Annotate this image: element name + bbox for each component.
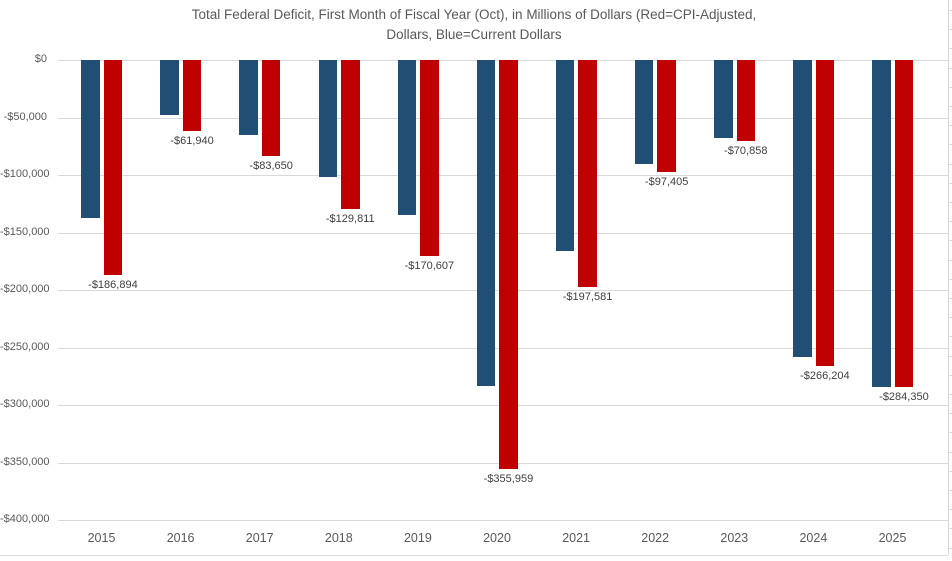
chart-border-bottom (0, 555, 948, 556)
bar-current-dollars-2015[interactable] (81, 60, 100, 218)
bar-current-dollars-2024[interactable] (793, 60, 812, 357)
y-axis-tick-label: -$200,000 (0, 283, 50, 295)
y-axis-tick-label: -$150,000 (0, 225, 50, 238)
spreadsheet-row-gridline (949, 278, 952, 280)
data-label-cpi-adjusted-2017: -$83,650 (249, 160, 293, 173)
y-axis-tick-label: -$50,000 (3, 110, 47, 123)
spreadsheet-row-gridline (949, 528, 952, 530)
bar-cpi-adjusted-2022[interactable] (657, 60, 676, 173)
x-axis-label-2015: 2015 (87, 531, 116, 545)
bar-cpi-adjusted-2025[interactable] (894, 60, 914, 387)
spreadsheet-row-gridline (949, 509, 952, 511)
data-label-cpi-adjusted-2023: -$70,858 (724, 145, 768, 158)
spreadsheet-row-gridline (949, 240, 952, 242)
bar-cpi-adjusted-2019[interactable] (420, 60, 439, 257)
spreadsheet-row-gridline (949, 490, 952, 491)
data-label-cpi-adjusted-2020: -$355,959 (483, 473, 534, 486)
spreadsheet-row-gridline (949, 413, 952, 415)
y-axis-tick-label: -$300,000 (0, 398, 50, 410)
spreadsheet-row-gridline (949, 470, 952, 472)
x-axis-label-2016: 2016 (166, 531, 195, 545)
spreadsheet-row-gridline (949, 336, 952, 338)
bar-current-dollars-2021[interactable] (555, 60, 575, 251)
bar-current-dollars-2018[interactable] (318, 60, 337, 177)
y-axis-tick-label: $0 (34, 53, 47, 65)
spreadsheet-row-gridline (949, 547, 952, 549)
spreadsheet-row-gridline (949, 394, 952, 395)
bar-current-dollars-2019[interactable] (397, 60, 417, 215)
spreadsheet-row-gridline (949, 125, 952, 127)
bar-current-dollars-2020[interactable] (476, 60, 496, 387)
spreadsheet-row-gridline (949, 432, 952, 434)
bar-cpi-adjusted-2015[interactable] (103, 60, 123, 275)
bar-current-dollars-2017[interactable] (239, 60, 258, 136)
x-axis-label-2022: 2022 (641, 531, 670, 545)
y-axis-tick-label: -$250,000 (0, 340, 50, 353)
gridline--$400,000 (58, 520, 948, 521)
spreadsheet-row-gridline (949, 182, 952, 184)
chart-title-line1: Total Federal Deficit, First Month of Fi… (191, 7, 757, 22)
spreadsheet-row-gridline (949, 29, 952, 31)
y-axis-tick-label: -$400,000 (0, 513, 50, 525)
spreadsheet-row-gridline (949, 86, 952, 88)
data-label-cpi-adjusted-2022: -$97,405 (644, 176, 689, 189)
spreadsheet-row-gridline (949, 374, 952, 376)
spreadsheet-row-gridline (949, 451, 952, 453)
x-axis-label-2024: 2024 (799, 531, 828, 545)
data-label-cpi-adjusted-2018: -$129,811 (325, 213, 375, 226)
data-label-cpi-adjusted-2015: -$186,894 (88, 278, 138, 291)
spreadsheet-row-gridline (949, 144, 952, 146)
spreadsheet-row-gridline (949, 67, 952, 69)
chart-title-line2: Dollars, Blue=Current Dollars (386, 27, 562, 42)
bar-cpi-adjusted-2017[interactable] (261, 60, 281, 157)
spreadsheet-row-gridline (949, 202, 952, 203)
spreadsheet-row-gridline (949, 355, 952, 357)
bar-cpi-adjusted-2016[interactable] (182, 60, 202, 132)
bar-current-dollars-2025[interactable] (872, 60, 891, 387)
spreadsheet-row-gridline (949, 298, 952, 299)
spreadsheet-row-gridline (949, 10, 952, 11)
spreadsheet-row-gridline (949, 259, 952, 261)
chart-title: Total Federal Deficit, First Month of Fi… (0, 5, 948, 45)
y-axis-tick-label: -$100,000 (0, 168, 50, 180)
x-axis-label-2018: 2018 (324, 531, 353, 545)
spreadsheet-row-gridline (949, 163, 952, 165)
bar-cpi-adjusted-2020[interactable] (499, 60, 518, 470)
x-axis-label-2021: 2021 (562, 531, 590, 545)
data-label-cpi-adjusted-2024: -$266,204 (800, 370, 850, 383)
x-axis-label-2019: 2019 (403, 531, 432, 545)
data-label-cpi-adjusted-2021: -$197,581 (562, 291, 613, 304)
chart-border-right (948, 0, 949, 555)
data-label-cpi-adjusted-2019: -$170,607 (404, 260, 455, 273)
x-axis-label-2025: 2025 (878, 531, 907, 545)
data-label-cpi-adjusted-2025: -$284,350 (879, 391, 929, 403)
y-axis-tick-label: -$350,000 (0, 455, 50, 468)
bar-cpi-adjusted-2018[interactable] (341, 60, 360, 210)
data-label-cpi-adjusted-2016: -$61,940 (170, 135, 214, 148)
x-axis-label-2020: 2020 (483, 531, 511, 545)
x-axis-label-2023: 2023 (720, 531, 749, 545)
bar-current-dollars-2022[interactable] (634, 60, 654, 164)
bar-current-dollars-2016[interactable] (160, 60, 179, 115)
spreadsheet-row-gridline (949, 106, 952, 107)
spreadsheet-row-gridline (949, 221, 952, 223)
bar-cpi-adjusted-2023[interactable] (736, 60, 755, 142)
x-axis-label-2017: 2017 (245, 531, 274, 545)
bar-cpi-adjusted-2024[interactable] (815, 60, 835, 367)
spreadsheet-row-gridline (949, 48, 952, 50)
bar-current-dollars-2023[interactable] (714, 60, 733, 139)
bar-cpi-adjusted-2021[interactable] (578, 60, 597, 288)
spreadsheet-row-gridline (949, 317, 952, 319)
